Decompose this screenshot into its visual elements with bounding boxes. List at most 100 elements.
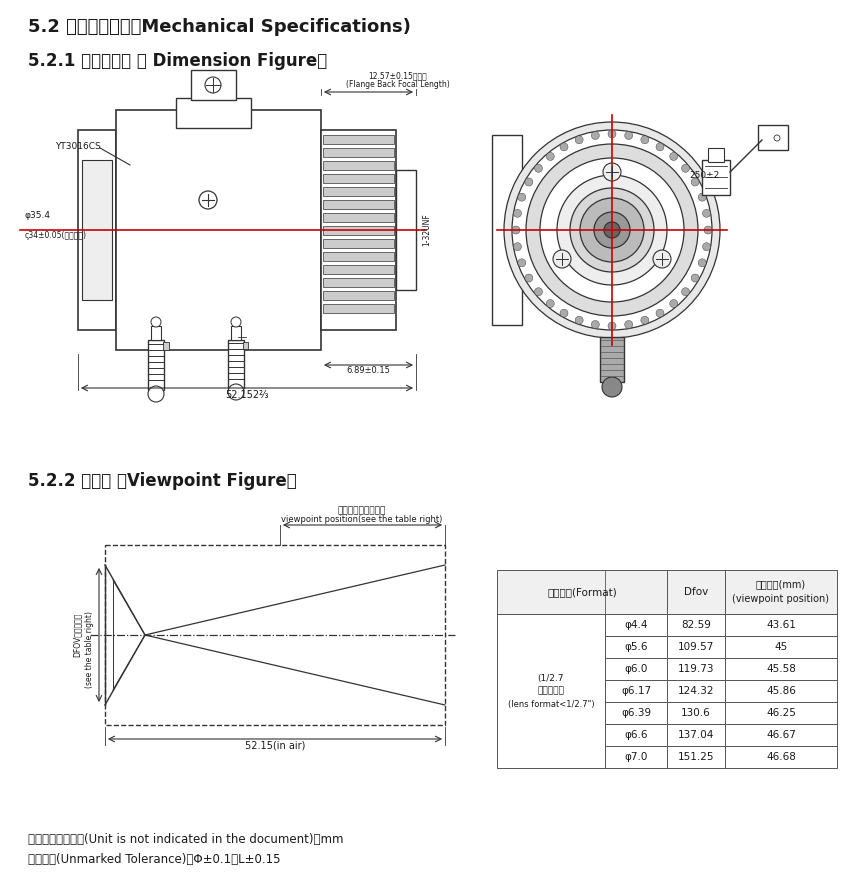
Text: 109.57: 109.57: [677, 642, 714, 652]
Text: DFOV（见表格）: DFOV（见表格）: [72, 613, 82, 657]
Circle shape: [704, 226, 712, 234]
Text: viewpoint position(see the table right): viewpoint position(see the table right): [281, 515, 443, 524]
Text: φ4.4: φ4.4: [624, 620, 648, 630]
Bar: [725, 724, 837, 746]
Circle shape: [547, 152, 554, 160]
Circle shape: [670, 152, 677, 160]
Circle shape: [608, 130, 616, 138]
Circle shape: [553, 250, 571, 268]
Circle shape: [774, 135, 780, 141]
Text: φ35.4: φ35.4: [25, 212, 51, 220]
Circle shape: [682, 164, 689, 172]
Circle shape: [625, 321, 632, 329]
Circle shape: [698, 259, 706, 267]
Text: 5.2.2 视点图 （Viewpoint Figure）: 5.2.2 视点图 （Viewpoint Figure）: [28, 472, 297, 490]
Bar: [323, 161, 394, 170]
Bar: [725, 636, 837, 658]
Text: 未注公差(Unmarked Tolerance)：Φ±0.1，L±0.15: 未注公差(Unmarked Tolerance)：Φ±0.1，L±0.15: [28, 853, 281, 866]
Text: (viewpoint position): (viewpoint position): [733, 595, 830, 605]
Bar: [116, 110, 321, 350]
Circle shape: [691, 178, 700, 186]
Circle shape: [608, 322, 616, 330]
Bar: [667, 702, 725, 724]
Circle shape: [228, 384, 244, 400]
Circle shape: [518, 259, 526, 267]
Bar: [191, 70, 236, 100]
Text: 43.61: 43.61: [766, 620, 796, 630]
Bar: [667, 724, 725, 746]
Circle shape: [682, 288, 689, 296]
Circle shape: [151, 317, 161, 327]
Bar: [725, 680, 837, 702]
Bar: [725, 614, 837, 636]
Circle shape: [205, 77, 221, 93]
Circle shape: [592, 132, 599, 140]
Text: 46.25: 46.25: [766, 708, 796, 718]
Bar: [323, 239, 394, 248]
Bar: [667, 680, 725, 702]
Text: φ6.6: φ6.6: [624, 730, 648, 740]
Bar: [708, 148, 724, 162]
Circle shape: [535, 164, 542, 172]
Circle shape: [148, 386, 164, 402]
Bar: [321, 130, 396, 330]
Bar: [667, 614, 725, 636]
Bar: [497, 570, 667, 614]
Text: (lens format<1/2.7"): (lens format<1/2.7"): [507, 701, 594, 709]
Bar: [725, 658, 837, 680]
Circle shape: [625, 132, 632, 140]
Text: 119.73: 119.73: [677, 664, 714, 674]
Bar: [323, 135, 394, 144]
Text: 以下镜头）: 以下镜头）: [537, 686, 564, 695]
Bar: [228, 340, 244, 388]
Bar: [725, 702, 837, 724]
Bar: [176, 98, 251, 128]
Bar: [667, 570, 725, 614]
Text: 46.67: 46.67: [766, 730, 796, 740]
Circle shape: [653, 250, 671, 268]
Bar: [605, 614, 667, 636]
Bar: [492, 135, 522, 325]
Circle shape: [231, 317, 241, 327]
Bar: [323, 226, 394, 235]
Bar: [605, 702, 667, 724]
Bar: [323, 174, 394, 183]
Bar: [151, 326, 161, 340]
Circle shape: [504, 122, 720, 338]
Circle shape: [518, 193, 526, 201]
Text: φ5.6: φ5.6: [624, 642, 648, 652]
Circle shape: [526, 144, 698, 316]
Text: 250±2: 250±2: [688, 171, 719, 180]
Bar: [702, 160, 730, 195]
Circle shape: [535, 288, 542, 296]
Bar: [323, 278, 394, 287]
Circle shape: [575, 316, 583, 324]
Circle shape: [670, 300, 677, 308]
Text: 本规格书未注单位(Unit is not indicated in the document)：mm: 本规格书未注单位(Unit is not indicated in the do…: [28, 833, 343, 846]
Circle shape: [641, 136, 649, 144]
Text: 151.25: 151.25: [677, 752, 714, 762]
Bar: [605, 724, 667, 746]
Circle shape: [603, 163, 621, 181]
Circle shape: [560, 143, 568, 151]
Circle shape: [656, 143, 664, 151]
Circle shape: [524, 178, 533, 186]
Circle shape: [524, 274, 533, 282]
Text: 视点位置（见表格）: 视点位置（见表格）: [337, 506, 386, 515]
Bar: [758, 125, 788, 150]
Bar: [605, 746, 667, 768]
Bar: [323, 187, 394, 196]
Circle shape: [604, 222, 620, 238]
Bar: [667, 746, 725, 768]
Circle shape: [703, 243, 711, 251]
Circle shape: [513, 243, 521, 251]
Circle shape: [199, 191, 217, 209]
Circle shape: [547, 300, 554, 308]
Bar: [605, 636, 667, 658]
Bar: [163, 342, 169, 350]
Bar: [600, 337, 624, 382]
Text: φ6.39: φ6.39: [621, 708, 651, 718]
Bar: [667, 658, 725, 680]
Bar: [231, 326, 241, 340]
Circle shape: [602, 377, 622, 397]
